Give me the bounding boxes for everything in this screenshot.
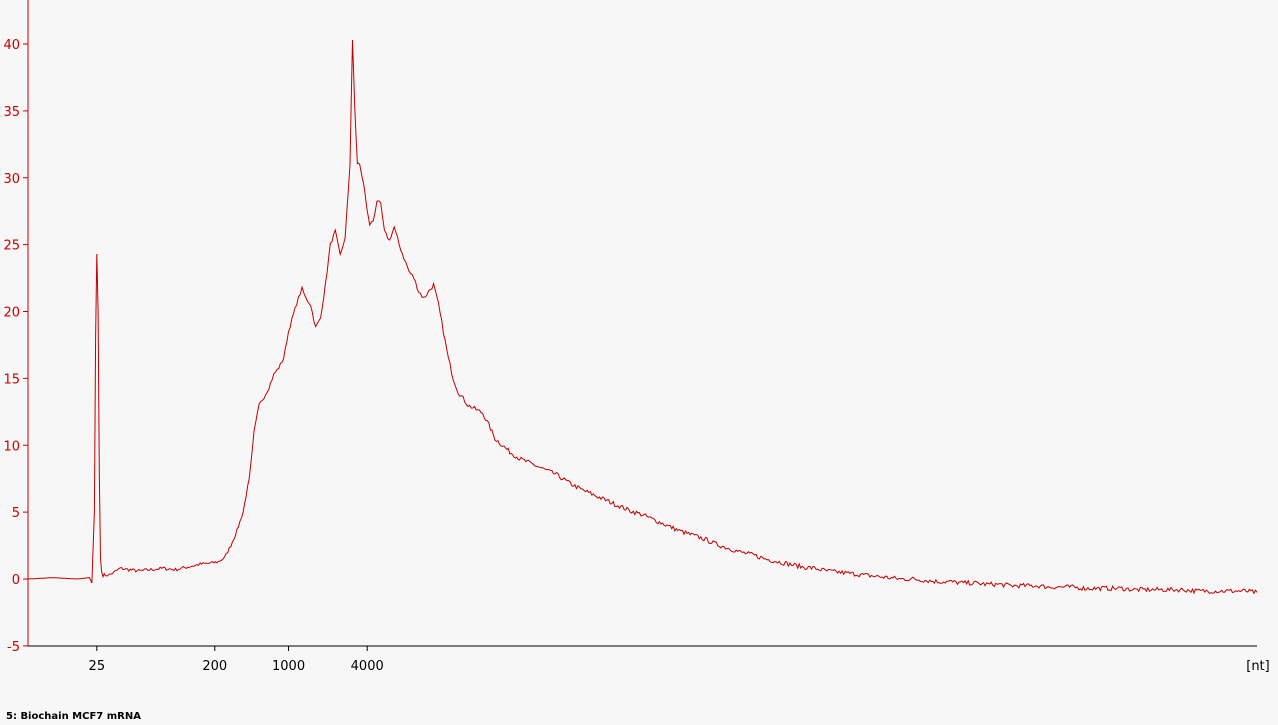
sample-caption: 5: Biochain MCF7 mRNA [6,711,141,722]
y-tick-label: 40 [3,38,20,53]
x-tick-label: 25 [89,659,106,674]
trace-line [27,39,1258,595]
y-tick-label: 10 [3,439,20,454]
x-tick-label: 4000 [351,659,384,674]
y-tick-label: 25 [3,239,20,254]
y-axis: -5 0 5 10 15 20 25 30 35 40 [3,0,29,655]
y-tick-label: 35 [3,105,20,120]
y-tick-label: 20 [3,306,20,321]
trace-series [27,39,1258,595]
y-tick-label: 0 [12,573,20,588]
x-tick-label: 200 [202,659,227,674]
y-tick-label: 15 [3,372,20,387]
x-tick-label: 1000 [272,659,305,674]
x-axis-unit-label: [nt] [1246,659,1269,674]
y-tick-label: 5 [12,506,20,521]
y-tick-label: 30 [3,172,20,187]
y-tick-label: -5 [7,640,20,655]
x-axis: 25 200 1000 4000 [28,645,1257,674]
